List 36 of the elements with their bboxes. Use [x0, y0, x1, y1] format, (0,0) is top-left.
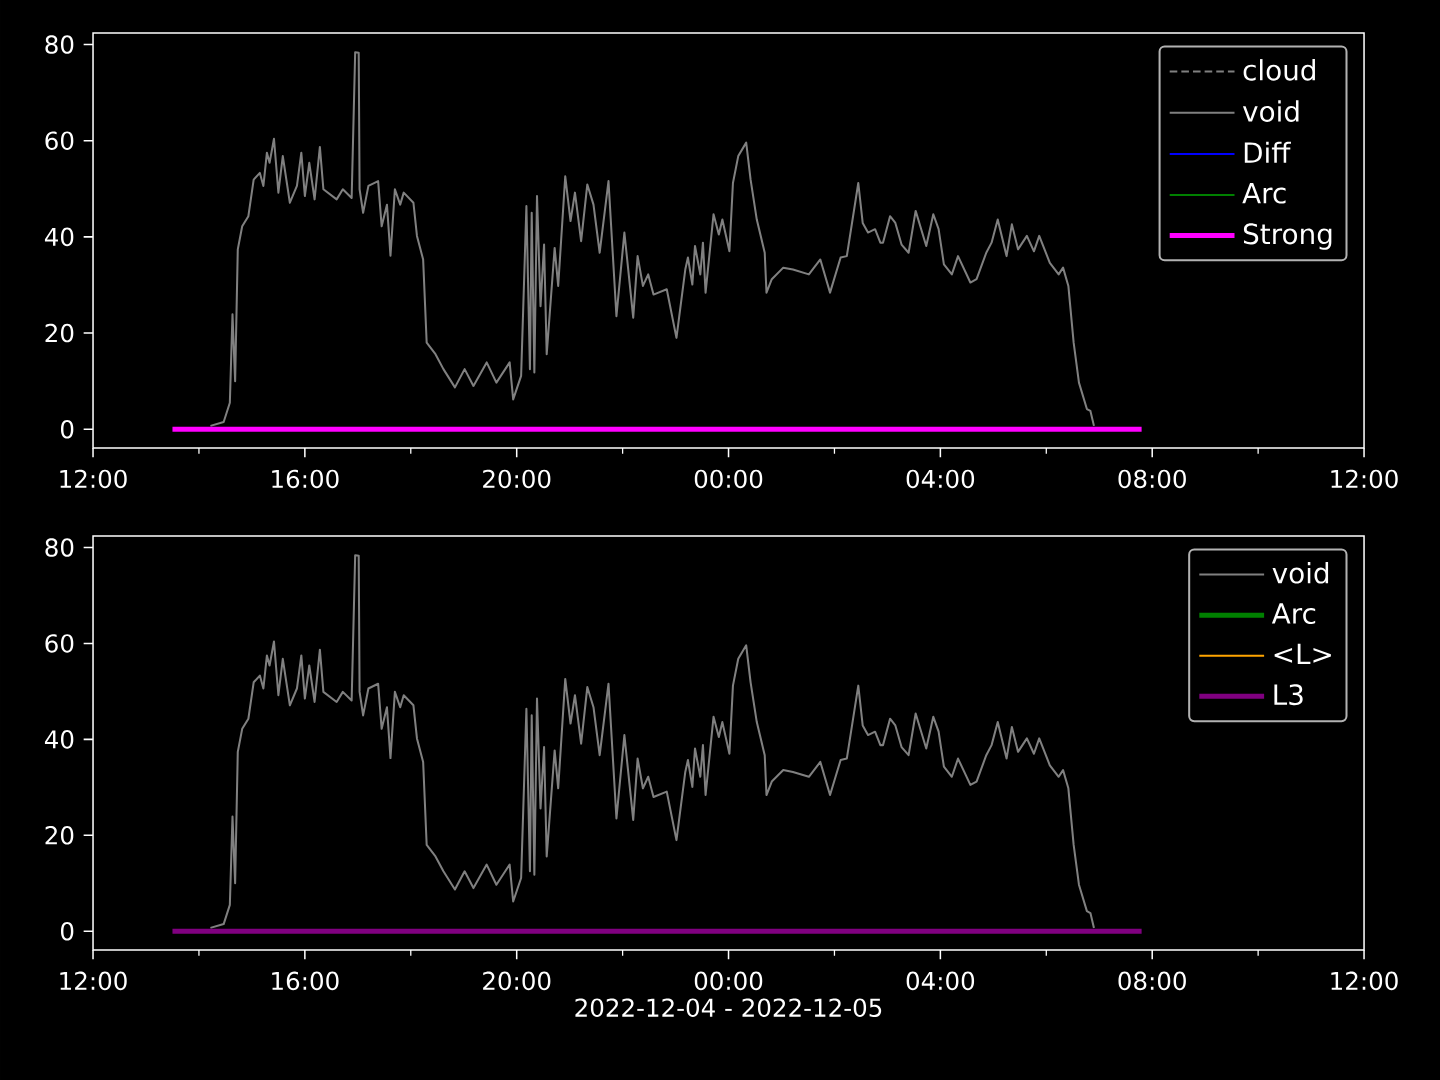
y-tick-label: 0 — [60, 921, 74, 941]
x-tick-label: 04:00 — [906, 469, 975, 489]
x-tick-label: 16:00 — [272, 469, 339, 489]
legend-label: Diff — [1244, 141, 1291, 163]
y-tick-label: 20 — [45, 826, 74, 845]
x-axis-title: 2022-12-04 - 2022-12-05 — [575, 998, 882, 1017]
y-tick-label: 80 — [45, 35, 74, 54]
y-tick-label: 40 — [44, 730, 74, 749]
x-tick-label: 12:00 — [1331, 469, 1398, 489]
x-tick-label: 20:00 — [483, 469, 551, 489]
legend-label: L3 — [1274, 684, 1303, 706]
x-tick-label: 12:00 — [60, 971, 127, 991]
legend-label: Arc — [1242, 182, 1286, 204]
legend-label: cloud — [1243, 59, 1315, 81]
x-tick-label: 00:00 — [694, 469, 763, 489]
legend-label: void — [1272, 562, 1329, 584]
y-tick-label: 60 — [45, 634, 74, 653]
x-tick-label: 12:00 — [1331, 971, 1398, 991]
x-tick-label: 20:00 — [483, 971, 551, 991]
y-tick-label: 0 — [60, 419, 74, 439]
x-tick-label: 00:00 — [694, 971, 763, 991]
y-tick-label: 80 — [45, 538, 74, 557]
y-tick-label: 60 — [45, 131, 74, 150]
legend-label: <L> — [1274, 643, 1331, 665]
x-tick-label: 08:00 — [1118, 469, 1186, 489]
legend-label: Arc — [1271, 603, 1316, 625]
x-tick-label: 08:00 — [1118, 971, 1186, 991]
x-tick-label: 16:00 — [272, 971, 339, 991]
y-tick-label: 20 — [45, 323, 74, 343]
legend-label: void — [1242, 100, 1299, 122]
y-tick-label: 40 — [44, 227, 74, 247]
line-series — [209, 51, 1095, 427]
legend-label: Strong — [1243, 223, 1332, 250]
x-tick-label: 12:00 — [60, 469, 127, 489]
line-series — [209, 554, 1095, 929]
x-tick-label: 04:00 — [906, 971, 975, 991]
